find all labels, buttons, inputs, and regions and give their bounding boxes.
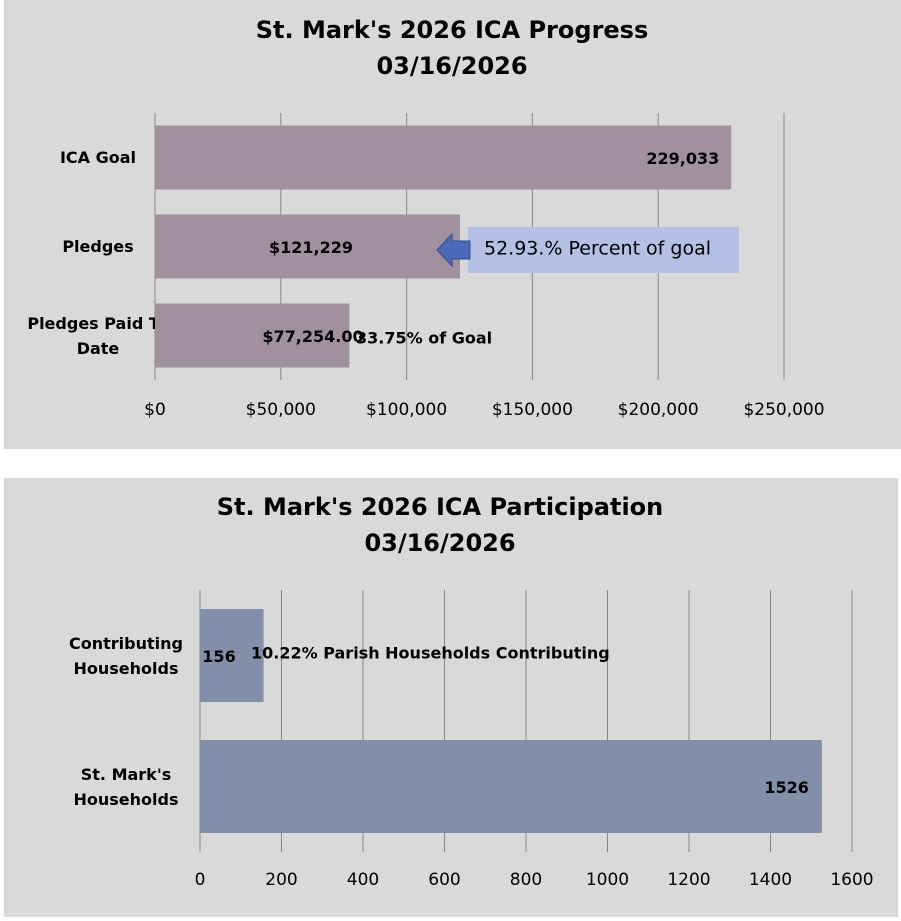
- x-tick-label: 1200: [667, 870, 710, 890]
- data-label: 1526: [764, 778, 809, 797]
- chart-title: St. Mark's 2026 ICA Participation: [217, 493, 664, 521]
- x-tick-label: 600: [428, 870, 460, 890]
- y-tick-label: Contributing Households: [69, 633, 183, 678]
- x-tick-label: $200,000: [618, 400, 699, 420]
- bar: [155, 125, 732, 190]
- category-box: St. Mark's Households: [73, 764, 179, 809]
- category-box: Contributing Households: [69, 633, 183, 678]
- chart-title: St. Mark's 2026 ICA Progress: [256, 16, 649, 44]
- data-label: $121,229: [269, 238, 353, 257]
- bar: [200, 740, 822, 833]
- bar: [200, 609, 264, 702]
- x-tick-label: $250,000: [743, 400, 824, 420]
- x-tick-label: $100,000: [366, 400, 447, 420]
- y-tick-label: ICA Goal: [59, 148, 137, 167]
- y-tick-label: Pledges: [62, 237, 134, 256]
- x-tick-label: $0: [144, 400, 166, 420]
- callout-box: [468, 227, 739, 273]
- x-tick-label: 1600: [830, 870, 873, 890]
- x-tick-label: 800: [510, 870, 542, 890]
- annotation: 33.75% of Goal: [356, 329, 492, 348]
- x-tick-label: 200: [265, 870, 297, 890]
- category-box: Pledges Paid To Date: [27, 313, 169, 358]
- chart-subtitle: 03/16/2026: [376, 52, 527, 80]
- data-label: 156: [202, 647, 235, 666]
- x-tick-label: 1400: [749, 870, 792, 890]
- x-tick-label: 400: [347, 870, 379, 890]
- bar: [155, 214, 461, 279]
- annotation: 10.22% Parish Households Contributing: [251, 644, 610, 663]
- x-tick-label: 0: [195, 870, 206, 890]
- annotation: 52.93.% Percent of goal: [484, 238, 711, 260]
- bar: [155, 303, 350, 368]
- chart-subtitle: 03/16/2026: [364, 529, 515, 557]
- data-label: 229,033: [646, 149, 719, 168]
- x-tick-label: $50,000: [246, 400, 316, 420]
- callout-arrow: [436, 232, 471, 268]
- y-tick-label: St. Mark's Households: [73, 764, 179, 809]
- panel: [4, 478, 898, 917]
- category-box: ICA Goal: [59, 148, 137, 167]
- y-tick-label: Pledges Paid To Date: [27, 313, 169, 358]
- x-tick-label: 1000: [586, 870, 629, 890]
- category-box: Pledges: [62, 237, 134, 256]
- data-label: $77,254.00: [262, 327, 363, 346]
- x-tick-label: $150,000: [492, 400, 573, 420]
